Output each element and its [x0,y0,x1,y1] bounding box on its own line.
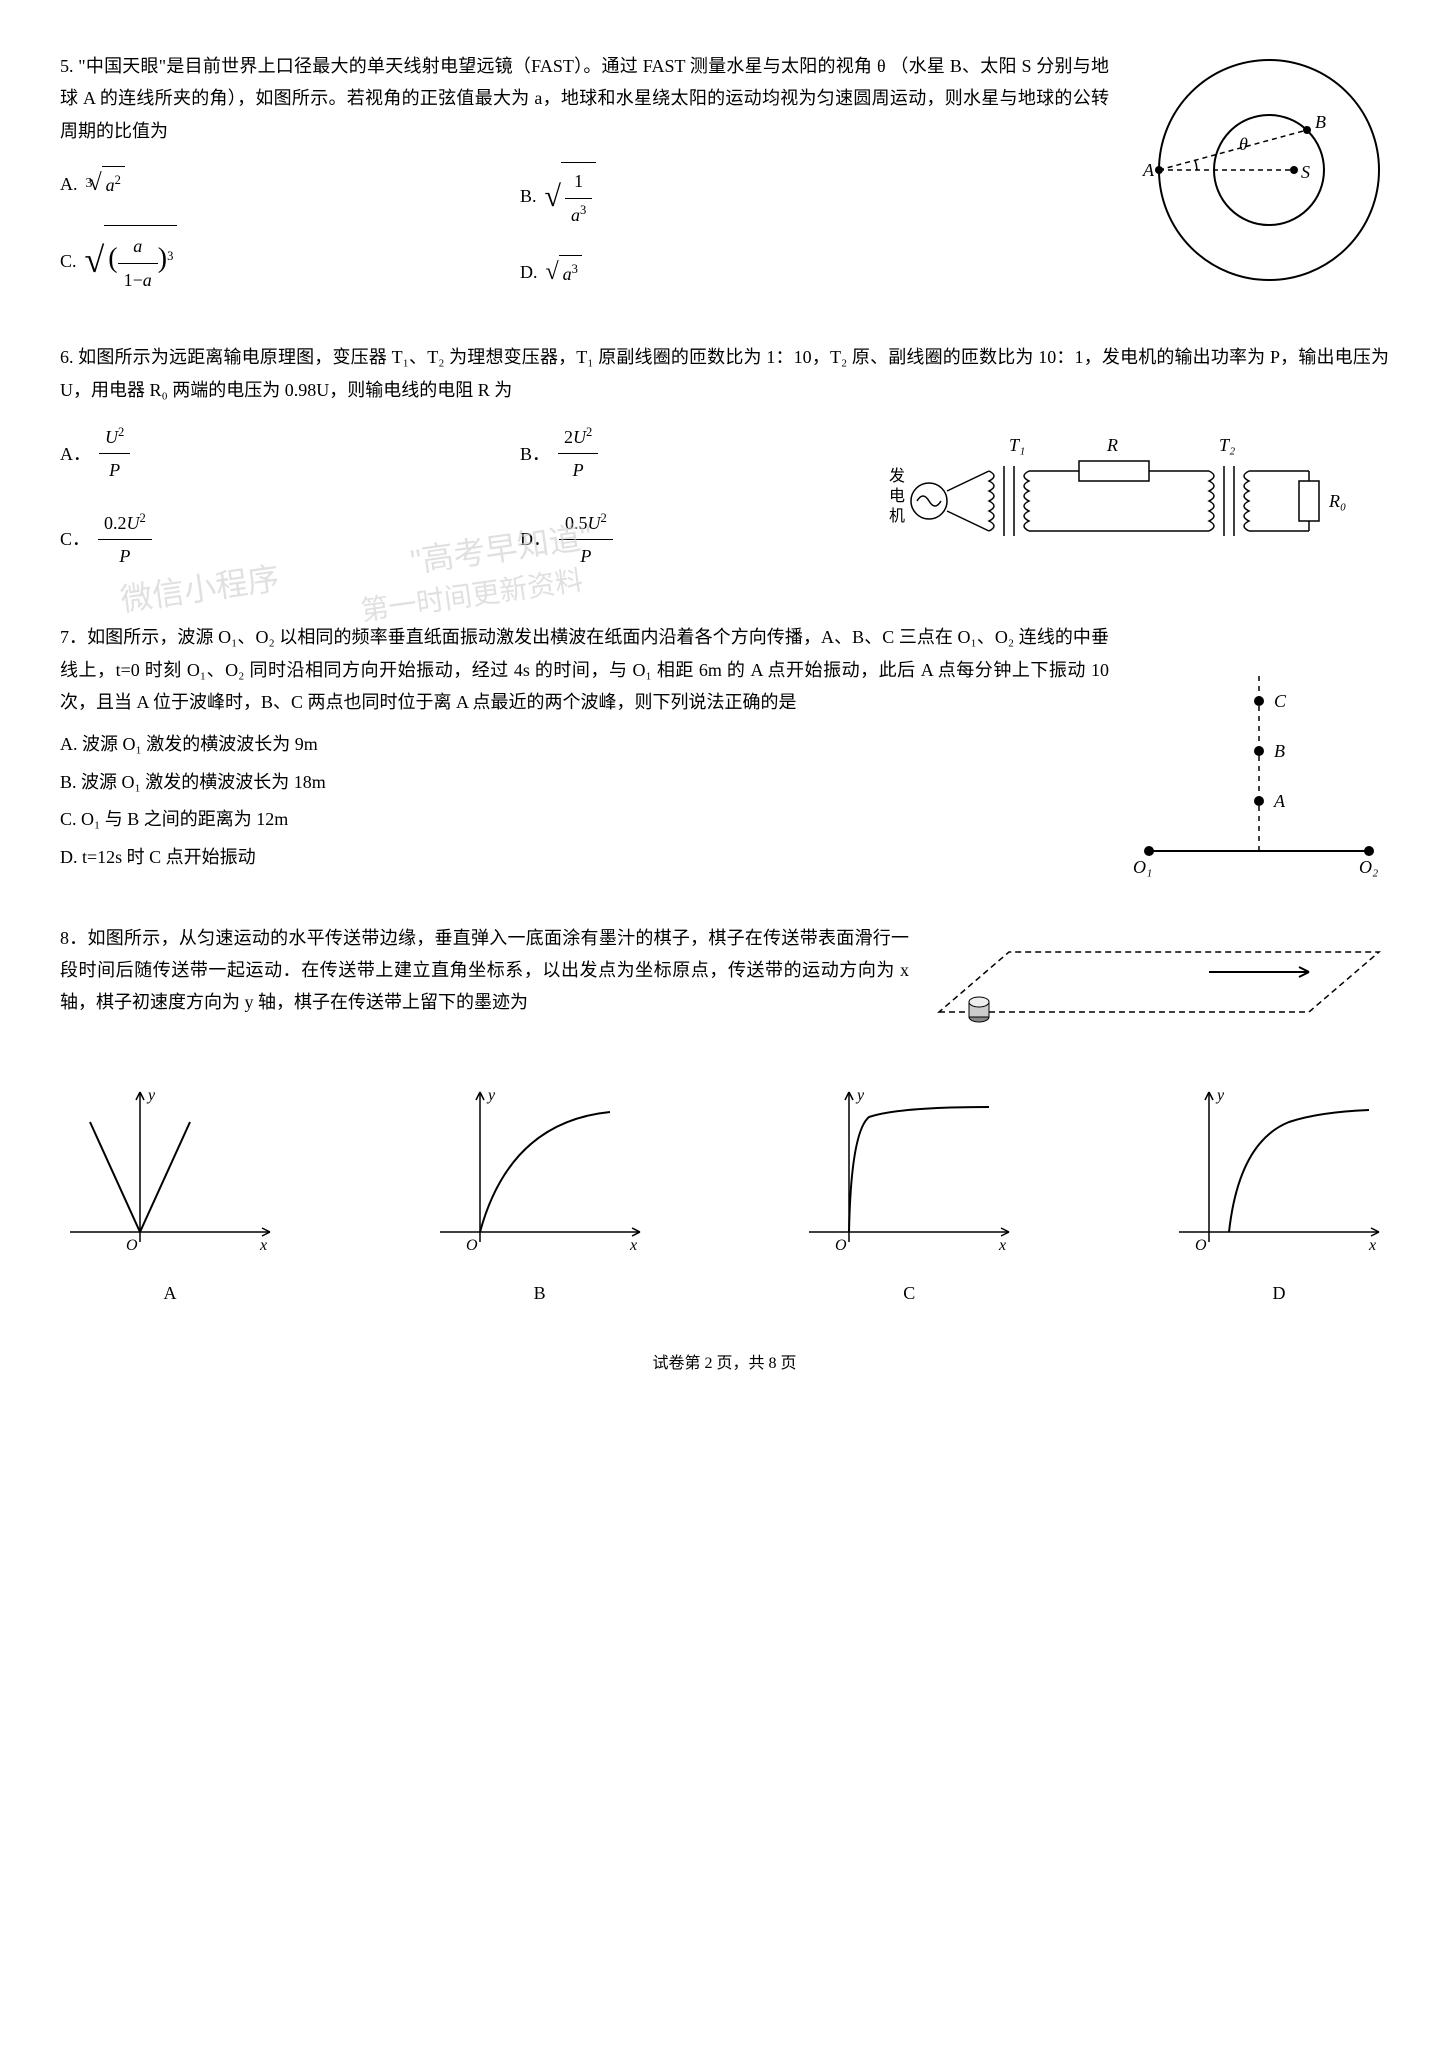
C-label: C [1274,691,1287,711]
label-B: B [1315,112,1326,132]
T1-label: T₁ [1009,435,1025,455]
q8-belt-diagram [929,922,1389,1062]
q5-options: A. 3√a2 C. √ (a1−a)3 B. √ 1a3 D. √a3 [60,162,1109,296]
B-label: B [1274,741,1285,761]
q5-option-D: D. √a3 [520,251,720,294]
question-7: O₁ O₂ A B C 7．如图所示，波源 O₁、O₂ 以相同的频率垂直纸面振动… [60,621,1389,891]
question-5: A B S θ 5. "中国天眼"是目前世界上口径最大的单天线射电望远镜（FAS… [60,50,1389,311]
T2-label: T₂ [1219,435,1235,455]
graph-D-label: D [1169,1277,1389,1309]
q6-option-B: B． 2U2P [520,421,720,487]
O2-label: O₂ [1359,857,1378,877]
svg-text:y: y [486,1087,496,1104]
svg-text:O: O [1195,1237,1207,1254]
R0-label: R₀ [1328,491,1346,511]
R-label: R [1106,435,1118,455]
q6-option-D: D． 0.5U2P [520,507,720,573]
q5-option-B: B. √ 1a3 [520,162,720,231]
O1-label: O₁ [1133,857,1152,877]
svg-text:O: O [126,1237,138,1254]
q6-option-C: C． 0.2U2P [60,507,260,573]
label-S: S [1301,162,1310,182]
svg-text:机: 机 [889,507,905,525]
question-8: 8．如图所示，从匀速运动的水平传送带边缘，垂直弹入一底面涂有墨汁的棋子，棋子在传… [60,922,1389,1310]
q5-diagram: A B S θ [1129,50,1389,300]
q8-graph-B: O x y B [430,1082,650,1310]
graph-C-label: C [799,1277,1019,1309]
label-A: A [1142,160,1155,180]
svg-text:x: x [1368,1237,1376,1254]
page-footer: 试卷第 2 页，共 8 页 [60,1350,1389,1379]
q8-graph-C: O x y C [799,1082,1019,1310]
q8-graph-D: O x y D [1169,1082,1389,1310]
q6-option-A: A． U2P [60,421,260,487]
q6-diagram: 发 电 机 T₁ R T₂ [889,421,1389,591]
svg-text:电: 电 [889,487,905,505]
svg-text:x: x [259,1237,267,1254]
q6-text: 6. 如图所示为远距离输电原理图，变压器 T₁、T₂ 为理想变压器，T₁ 原副线… [60,341,1389,406]
svg-text:y: y [1215,1087,1225,1104]
question-6: 6. 如图所示为远距离输电原理图，变压器 T₁、T₂ 为理想变压器，T₁ 原副线… [60,341,1389,591]
q7-diagram: O₁ O₂ A B C [1129,661,1389,891]
graph-A-label: A [60,1277,280,1309]
q5-option-A: A. 3√a2 [60,162,260,205]
q6-options: A． U2P C． 0.2U2P B． 2U2P D． 0.5U2P [60,421,869,573]
svg-text:x: x [629,1237,637,1254]
A-label: A [1273,791,1286,811]
svg-text:O: O [835,1237,847,1254]
q5-option-C: C. √ (a1−a)3 [60,225,260,296]
label-theta: θ [1239,134,1248,154]
svg-text:x: x [998,1237,1006,1254]
graph-B-label: B [430,1277,650,1309]
svg-text:y: y [146,1087,156,1104]
svg-text:O: O [466,1237,478,1254]
gen-label: 发 [889,467,905,485]
q8-graph-A: O x y A [60,1082,280,1310]
svg-text:y: y [855,1087,865,1104]
q8-graphs: O x y A O x y B [60,1082,1389,1310]
